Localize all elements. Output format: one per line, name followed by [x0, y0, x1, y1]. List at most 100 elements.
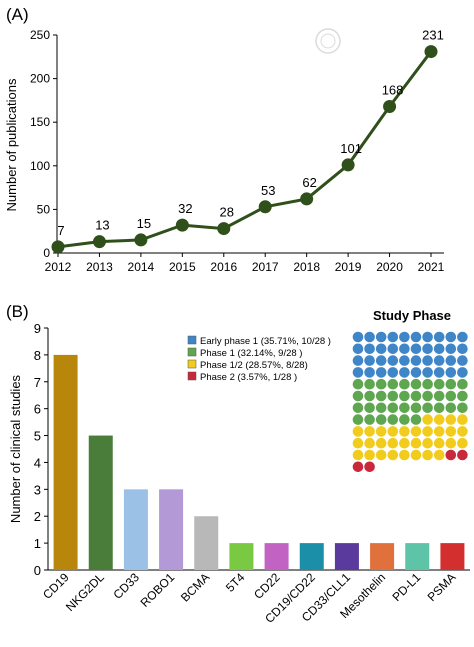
waffle-cell — [457, 426, 468, 437]
waffle-cell — [410, 414, 422, 425]
waffle-cell — [445, 426, 457, 437]
waffle-cell — [399, 449, 410, 461]
panel-a-data-point — [51, 240, 65, 254]
panel-b-y-tick-label: 1 — [34, 536, 41, 551]
waffle-cell — [433, 331, 445, 343]
panel-b-y-tick-label: 3 — [34, 482, 41, 497]
waffle-cell — [375, 378, 387, 390]
waffle-cell — [399, 414, 410, 425]
waffle-cell — [364, 449, 375, 461]
panel-a-x-tick-label: 2016 — [210, 260, 237, 274]
waffle-cell — [399, 437, 410, 449]
panel-b-x-tick-label: 5T4 — [223, 570, 248, 595]
panel-a-data-label: 231 — [422, 28, 444, 43]
panel-a-plot: 0 50 100 150 200 250 7 2012 13 2013 15 2014 32 2015 28… — [30, 28, 445, 274]
waffle-grid — [352, 331, 468, 473]
waffle-cell — [445, 367, 457, 378]
waffle-cell — [445, 414, 457, 425]
panel-a-y-tick-label: 0 — [43, 246, 50, 260]
waffle-cell — [352, 402, 364, 414]
panel-a-x-tick-label: 2021 — [418, 260, 445, 274]
waffle-cell — [445, 331, 457, 343]
waffle-cell — [410, 331, 422, 343]
panel-a-y-tick-label: 100 — [30, 159, 50, 173]
waffle-cell — [399, 331, 410, 343]
panel-b-bar — [159, 489, 184, 570]
waffle-cell — [457, 402, 468, 414]
waffle-cell — [399, 343, 410, 355]
panel-b-y-tick-label: 2 — [34, 509, 41, 524]
waffle-cell — [457, 378, 468, 390]
panel-a-data-label: 101 — [340, 141, 362, 156]
waffle-cell — [422, 449, 433, 461]
panel-b-ylabel: Number of clinical studies — [8, 374, 23, 523]
waffle-cell — [387, 367, 399, 378]
waffle-legend-label: Phase 1/2 (28.57%, 8/28) — [200, 360, 308, 371]
panel-b-bar — [405, 543, 430, 570]
waffle-cell — [445, 449, 457, 461]
panel-a-data-label: 13 — [95, 218, 109, 233]
waffle-cell — [375, 343, 387, 355]
waffle-legend: Early phase 1 (35.71%, 10/28 )Phase 1 (3… — [187, 335, 331, 383]
waffle-legend-swatch — [187, 371, 197, 381]
waffle-legend-label: Phase 2 (3.57%, 1/28 ) — [200, 372, 297, 383]
panel-a-data-point — [258, 200, 272, 214]
waffle-cell — [433, 355, 445, 366]
waffle-cell — [375, 355, 387, 366]
panel-b-bar — [53, 354, 78, 570]
waffle-cell — [399, 378, 410, 390]
waffle-cell — [352, 437, 364, 449]
watermark-seal — [315, 28, 341, 54]
panel-b-y-tick-label: 5 — [34, 429, 41, 444]
waffle-cell — [364, 367, 375, 378]
panel-b-bar — [299, 543, 324, 570]
waffle-cell — [457, 390, 468, 402]
waffle-cell — [364, 402, 375, 414]
panel-a-y-tick-label: 50 — [37, 202, 51, 216]
panel-b-x-tick-label: CD33 — [110, 570, 142, 602]
panel-b-y-tick-label: 4 — [34, 455, 41, 470]
panel-a-series-line — [57, 50, 433, 249]
panel-b-x-tick-label: CD19 — [40, 570, 72, 602]
panel-b-bar — [229, 543, 254, 570]
waffle-cell — [410, 426, 422, 437]
panel-a-label: (A) — [6, 5, 29, 24]
waffle-cell — [364, 390, 375, 402]
panel-b-y-tick-label: 9 — [34, 321, 41, 336]
panel-b-x-tick-label: PSMA — [425, 570, 459, 604]
panel-a-data-point — [175, 218, 189, 232]
panel-b-label: (B) — [6, 302, 29, 321]
waffle-cell — [375, 414, 387, 425]
waffle-cell — [457, 367, 468, 378]
waffle-cell — [445, 390, 457, 402]
waffle-cell — [352, 414, 364, 425]
waffle-cell — [422, 390, 433, 402]
panel-a-y-tick-label: 250 — [30, 28, 50, 42]
waffle-cell — [410, 378, 422, 390]
panel-b-bar — [88, 435, 113, 570]
waffle-cell — [399, 355, 410, 366]
panel-a-data-label: 32 — [178, 201, 192, 216]
waffle-cell — [352, 461, 364, 473]
waffle-cell — [399, 367, 410, 378]
panel-a-data-point — [341, 158, 355, 172]
waffle-cell — [422, 402, 433, 414]
waffle-legend-swatch — [187, 359, 197, 369]
panel-b-x-tick-label: PD-L1 — [389, 570, 423, 604]
waffle-legend-swatch — [187, 335, 197, 345]
waffle-cell — [364, 331, 375, 343]
panel-a-y-tick-label: 200 — [30, 72, 50, 86]
waffle-cell — [352, 331, 364, 343]
panel-a-data-label: 7 — [57, 223, 64, 238]
waffle-cell — [387, 355, 399, 366]
waffle-cell — [410, 367, 422, 378]
waffle-cell — [433, 414, 445, 425]
panel-b-x-tick-label: BCMA — [178, 570, 212, 604]
waffle-cell — [375, 449, 387, 461]
waffle-cell — [364, 355, 375, 366]
waffle-cell — [433, 378, 445, 390]
waffle-cell — [352, 426, 364, 437]
waffle-cell — [352, 343, 364, 355]
panel-b-bar — [440, 543, 465, 570]
panel-a-x-tick-label: 2015 — [169, 260, 196, 274]
